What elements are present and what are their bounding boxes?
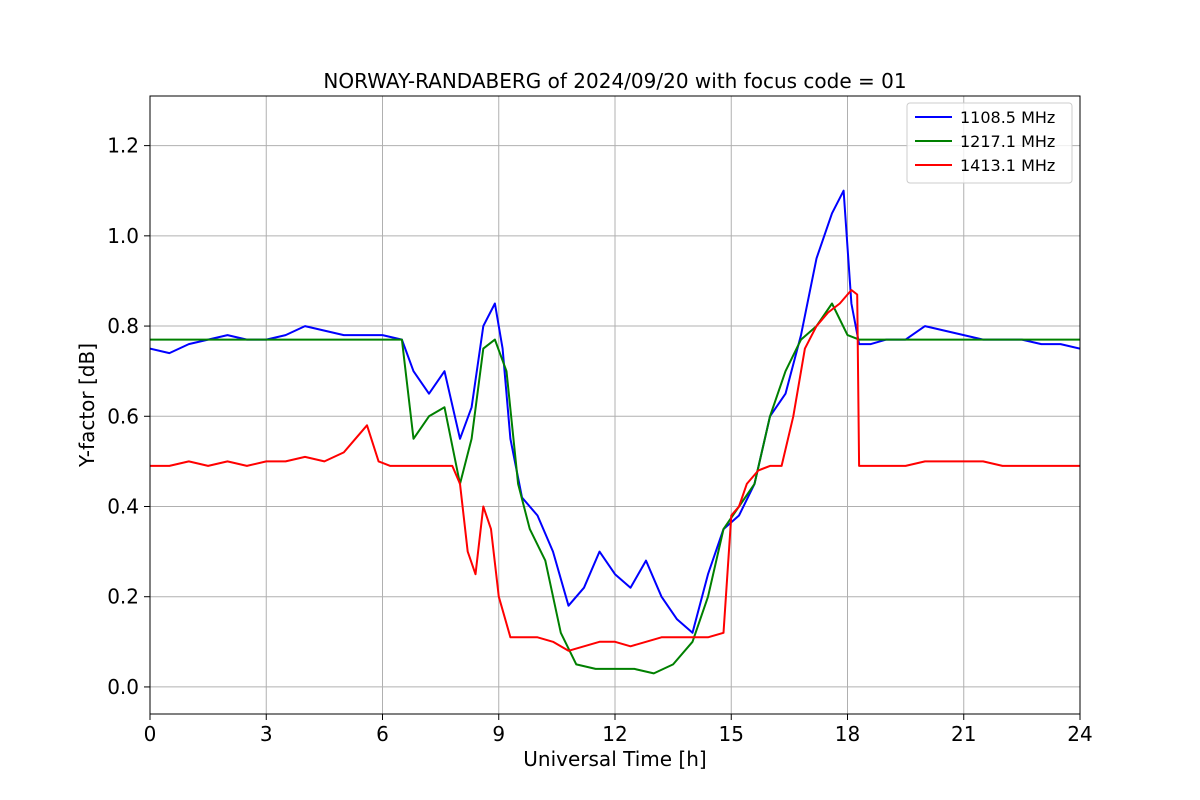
x-tick-label: 12 (602, 722, 627, 746)
y-tick-label: 0.0 (107, 675, 139, 699)
x-axis-label: Universal Time [h] (523, 747, 706, 771)
series-layer (150, 189, 1080, 675)
y-tick-label: 0.4 (107, 494, 139, 518)
x-tick-label: 24 (1067, 722, 1092, 746)
y-tick-label: 0.2 (107, 585, 139, 609)
y-tick-label: 0.6 (107, 404, 139, 428)
x-tick-label: 9 (492, 722, 505, 746)
y-tick-label: 0.8 (107, 314, 139, 338)
x-tick-label: 6 (376, 722, 389, 746)
legend-entry: 1108.5 MHz (960, 108, 1055, 127)
series-line-3 (150, 289, 1080, 652)
legend-entry: 1217.1 MHz (960, 132, 1055, 151)
ticks: 0 3 6 9 12 15 18 21 24 0.0 0.2 0.4 0.6 0.8 1.0 1.2 (107, 134, 1093, 746)
chart-title: NORWAY-RANDABERG of 2024/09/20 with focu… (323, 69, 906, 93)
y-axis-label: Y-factor [dB] (75, 343, 99, 468)
legend-box (906, 102, 1073, 184)
x-tick-label: 18 (835, 722, 860, 746)
x-tick-label: 21 (951, 722, 976, 746)
x-tick-label: 3 (260, 722, 273, 746)
x-tick-label: 15 (719, 722, 744, 746)
y-tick-label: 1.2 (107, 134, 139, 158)
legend-entry: 1413.1 MHz (960, 156, 1055, 175)
x-tick-label: 0 (144, 722, 157, 746)
legend: 1108.5 MHz 1217.1 MHz 1413.1 MHz (906, 102, 1073, 184)
series-line-2 (150, 302, 1080, 675)
y-tick-label: 1.0 (107, 224, 139, 248)
